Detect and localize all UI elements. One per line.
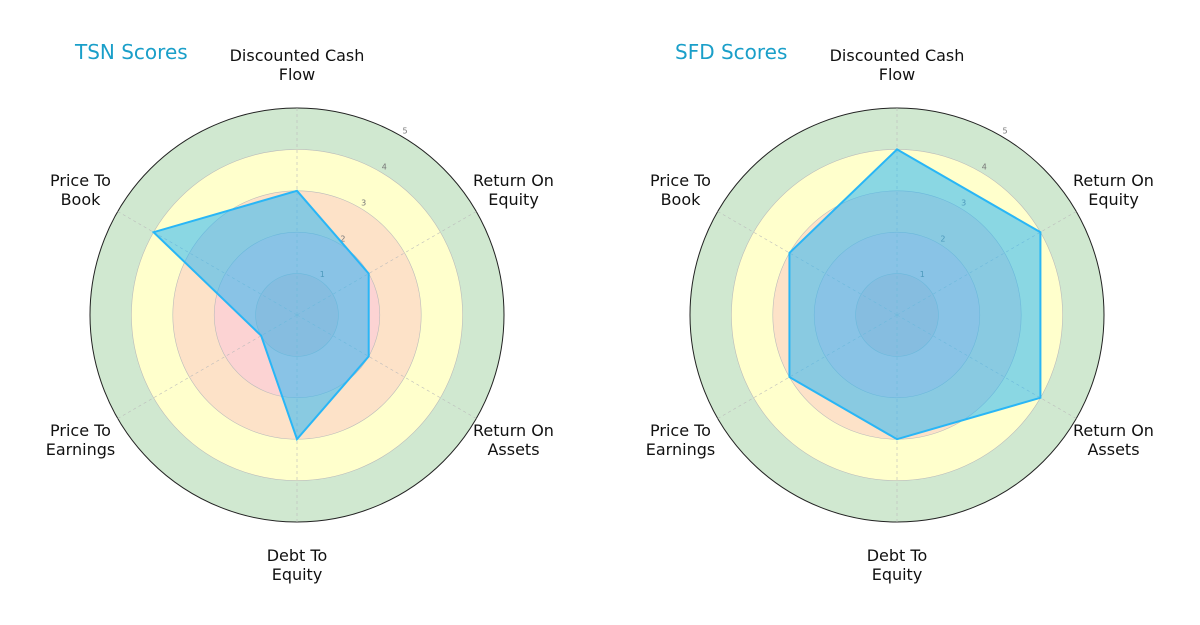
- r-tick-label: 2: [340, 234, 345, 243]
- category-label: Return On Assets: [1073, 421, 1154, 459]
- r-tick-label: 5: [1003, 127, 1008, 136]
- category-label: Debt To Equity: [866, 546, 928, 584]
- grid-ring: [131, 149, 463, 481]
- chart-title: TSN Scores: [75, 40, 188, 64]
- category-label: Price To Book: [650, 171, 711, 209]
- category-label: Return On Assets: [473, 421, 554, 459]
- spoke: [296, 314, 477, 419]
- chart-title: SFD Scores: [675, 40, 788, 64]
- r-tick-label: 4: [382, 163, 387, 172]
- spoke: [296, 211, 477, 316]
- category-label: Return On Equity: [473, 171, 554, 209]
- category-label: Price To Earnings: [45, 421, 116, 459]
- r-tick-label: 5: [403, 127, 408, 136]
- category-label: Debt To Equity: [266, 546, 328, 584]
- score-area: [788, 148, 1042, 441]
- category-label: Discounted Cash Flow: [229, 46, 365, 84]
- r-tick-label: 4: [982, 163, 987, 172]
- category-label: Discounted Cash Flow: [829, 46, 965, 84]
- category-label: Return On Equity: [1073, 171, 1154, 209]
- r-tick-label: 3: [361, 198, 366, 207]
- spoke: [117, 314, 298, 419]
- score-area: [151, 189, 370, 442]
- category-label: Price To Book: [50, 171, 111, 209]
- category-label: Price To Earnings: [645, 421, 716, 459]
